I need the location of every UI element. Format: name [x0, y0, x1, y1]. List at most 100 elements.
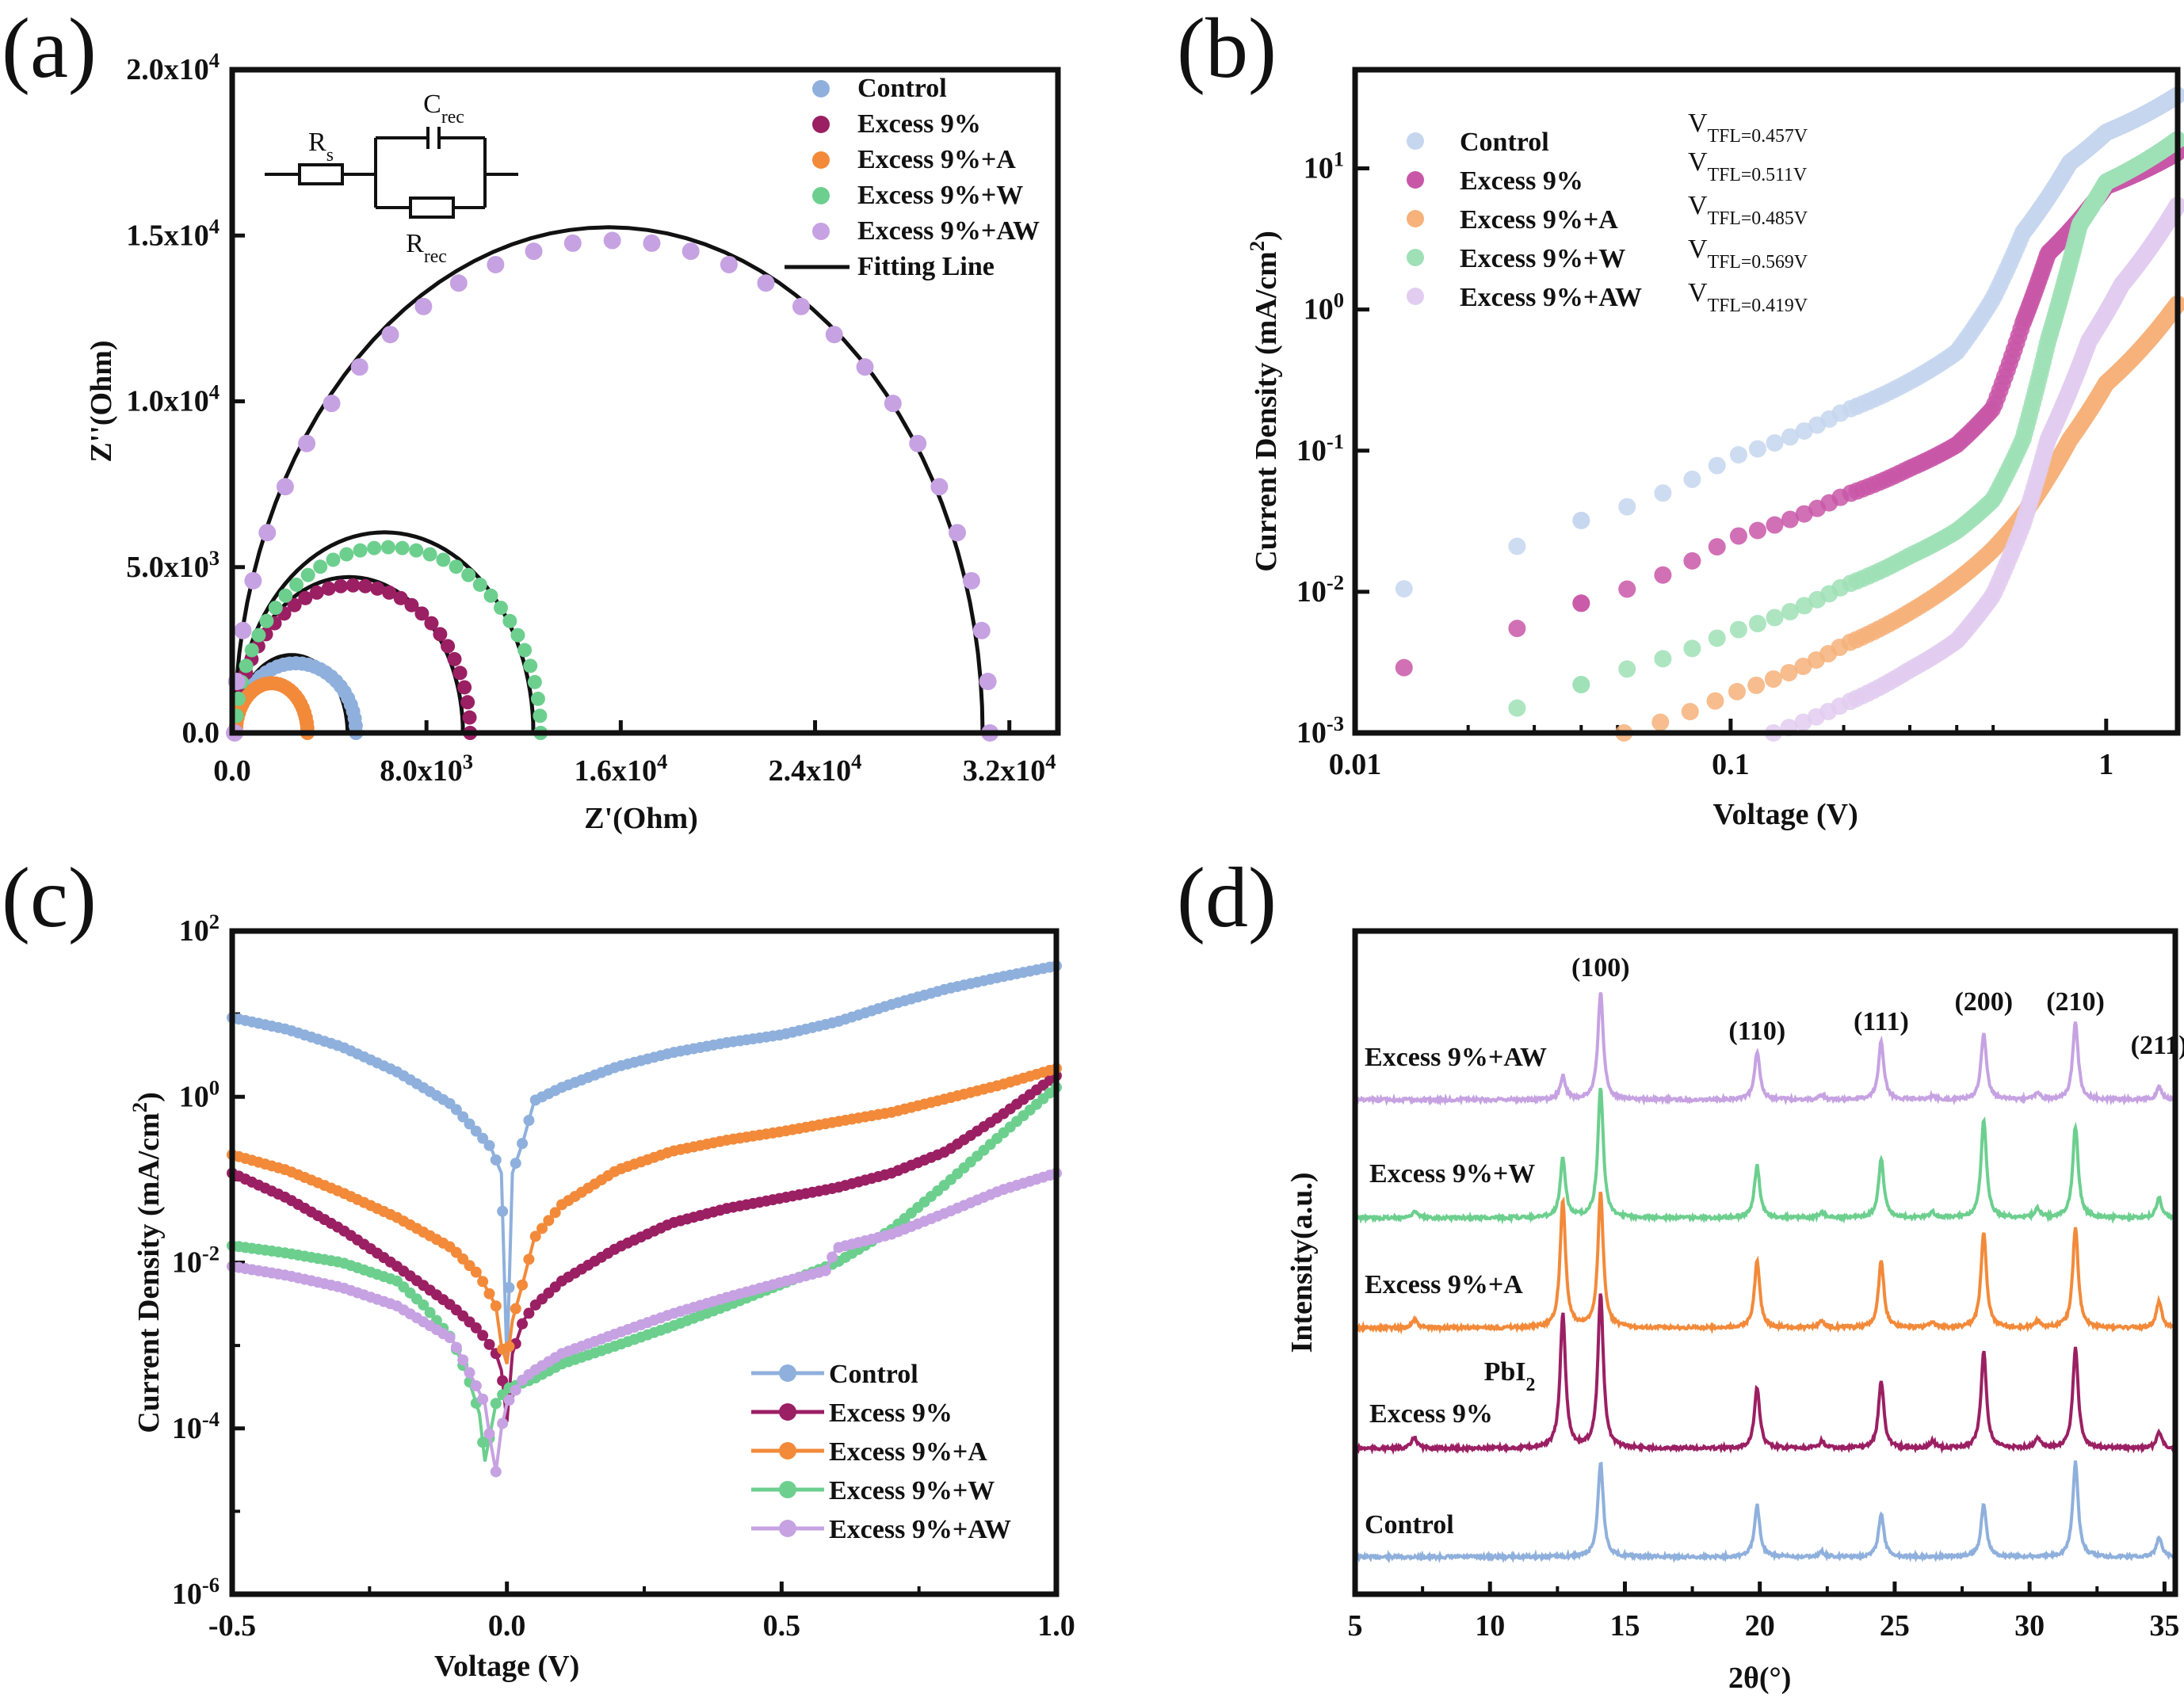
y-tick-label: 101: [1304, 147, 1344, 185]
data-point: [510, 1384, 521, 1396]
vtfl-annotation: VTFL=0.485V: [1688, 191, 1808, 229]
data-point: [1618, 660, 1636, 678]
data-point: [258, 524, 277, 542]
series-excessA: [1615, 295, 2184, 742]
legend-marker: [812, 187, 830, 204]
peak-label: (111): [1854, 1007, 1909, 1036]
series-line: [231, 1074, 1058, 1422]
y-tick-label-base: 1.0x10: [126, 385, 209, 418]
legend-label: Excess 9%+AW: [829, 1515, 1011, 1544]
y-tick-label: 5.0x103: [126, 546, 220, 584]
legend-label: Excess 9%+A: [1460, 205, 1618, 235]
x-tick-label: 5: [1348, 1609, 1363, 1643]
x-tick-label: 0.01: [1329, 748, 1382, 781]
legend-label: Excess 9%+A: [829, 1437, 987, 1467]
series-excessW: [1354, 1087, 2175, 1225]
label-rs: Rs: [308, 128, 334, 166]
data-point: [490, 1154, 502, 1166]
label-crec-sub: rec: [441, 107, 464, 128]
y-tick-label-base: 5.0x10: [126, 551, 209, 584]
x-tick-label-sup: 4: [657, 750, 667, 773]
x-tick-label-sup: 4: [851, 750, 861, 773]
y-tick-label: 100: [1304, 288, 1344, 326]
y-tick-label-base: 10: [1304, 152, 1334, 185]
series-excessW: [1508, 131, 2184, 717]
y-tick-label-sup: -4: [202, 1407, 220, 1431]
y-tick-label-base: 10: [179, 914, 209, 948]
data-point: [1683, 551, 1701, 570]
data-point: [503, 1341, 515, 1353]
data-point: [450, 1104, 462, 1116]
vtfl-annotation-base: V: [1688, 278, 1708, 307]
data-point: [510, 1303, 521, 1315]
data-point: [510, 1158, 521, 1170]
y-axis-title-rest: ): [1250, 231, 1283, 241]
data-point: [370, 581, 385, 596]
y-tick-label-sup: 4: [209, 214, 220, 238]
data-point: [300, 567, 315, 582]
legend-label: Control: [857, 74, 947, 103]
data-point: [487, 255, 505, 273]
data-point: [422, 547, 437, 562]
y-tick-label: 100: [179, 1075, 220, 1113]
label-crec-base: C: [423, 90, 441, 119]
y-tick-label-base: 2.0x10: [126, 53, 209, 86]
data-point: [409, 543, 424, 558]
x-tick-label: 25: [1880, 1609, 1910, 1643]
data-point: [393, 590, 408, 605]
series-excessAW: [1764, 197, 2184, 742]
data-point: [1708, 456, 1726, 475]
data-point: [792, 297, 810, 315]
data-point: [477, 1276, 489, 1288]
data-point: [1618, 498, 1636, 516]
data-point: [441, 639, 456, 654]
legend-marker: [1407, 249, 1424, 266]
vtfl-annotation-sub: TFL=0.569V: [1708, 252, 1808, 273]
xrd-pattern: [1354, 1191, 2177, 1335]
data-point: [276, 478, 294, 496]
data-point: [523, 1114, 535, 1126]
xrd-pattern: [1354, 1087, 2175, 1225]
data-point: [339, 547, 354, 562]
data-point: [470, 1125, 482, 1137]
panel-d: 5 10 15 20 25 30 35 2θ(°) Intensity(a.u.) Control…: [1285, 953, 2184, 1695]
data-point: [827, 1251, 838, 1263]
data-point: [517, 1138, 529, 1150]
y-tick-label-base: 10: [1296, 434, 1327, 467]
legend-label: Excess 9%: [857, 109, 981, 139]
vtfl-annotation-sub: TFL=0.511V: [1708, 165, 1808, 185]
x-tick-label: 20: [1745, 1609, 1775, 1643]
vtfl-annotation: VTFL=0.569V: [1688, 235, 1808, 273]
data-point: [1708, 538, 1726, 556]
legend-label: Excess 9%+AW: [1460, 283, 1642, 312]
data-point: [298, 434, 316, 452]
data-point: [856, 358, 874, 376]
data-point: [1681, 703, 1699, 721]
data-point: [1728, 682, 1746, 700]
data-point: [298, 590, 313, 605]
data-point: [287, 597, 302, 612]
data-point: [503, 1395, 515, 1406]
label-rrec: Rrec: [406, 229, 447, 267]
data-point: [825, 326, 843, 344]
label-rrec-sub: rec: [424, 246, 447, 267]
legend-label: Control: [829, 1360, 918, 1389]
data-point: [449, 274, 468, 292]
y-tick-label-base: 10: [172, 1246, 202, 1280]
x-tick-label-base: 8.0x10: [380, 754, 463, 788]
fit-line-excessAW: [232, 225, 985, 734]
pbi2-label-base: PbI: [1484, 1357, 1526, 1387]
y-tick-label: 1.0x104: [126, 380, 220, 418]
data-point: [414, 297, 433, 315]
data-point: [1618, 580, 1636, 598]
legend-marker: [812, 151, 830, 169]
data-point: [367, 540, 382, 555]
data-point: [278, 588, 293, 603]
legend-marker: [1407, 171, 1424, 189]
data-point: [1781, 428, 1799, 446]
vtfl-annotation-base: V: [1688, 191, 1708, 220]
data-point: [424, 616, 439, 631]
data-point: [510, 628, 525, 643]
data-point: [1780, 663, 1798, 681]
